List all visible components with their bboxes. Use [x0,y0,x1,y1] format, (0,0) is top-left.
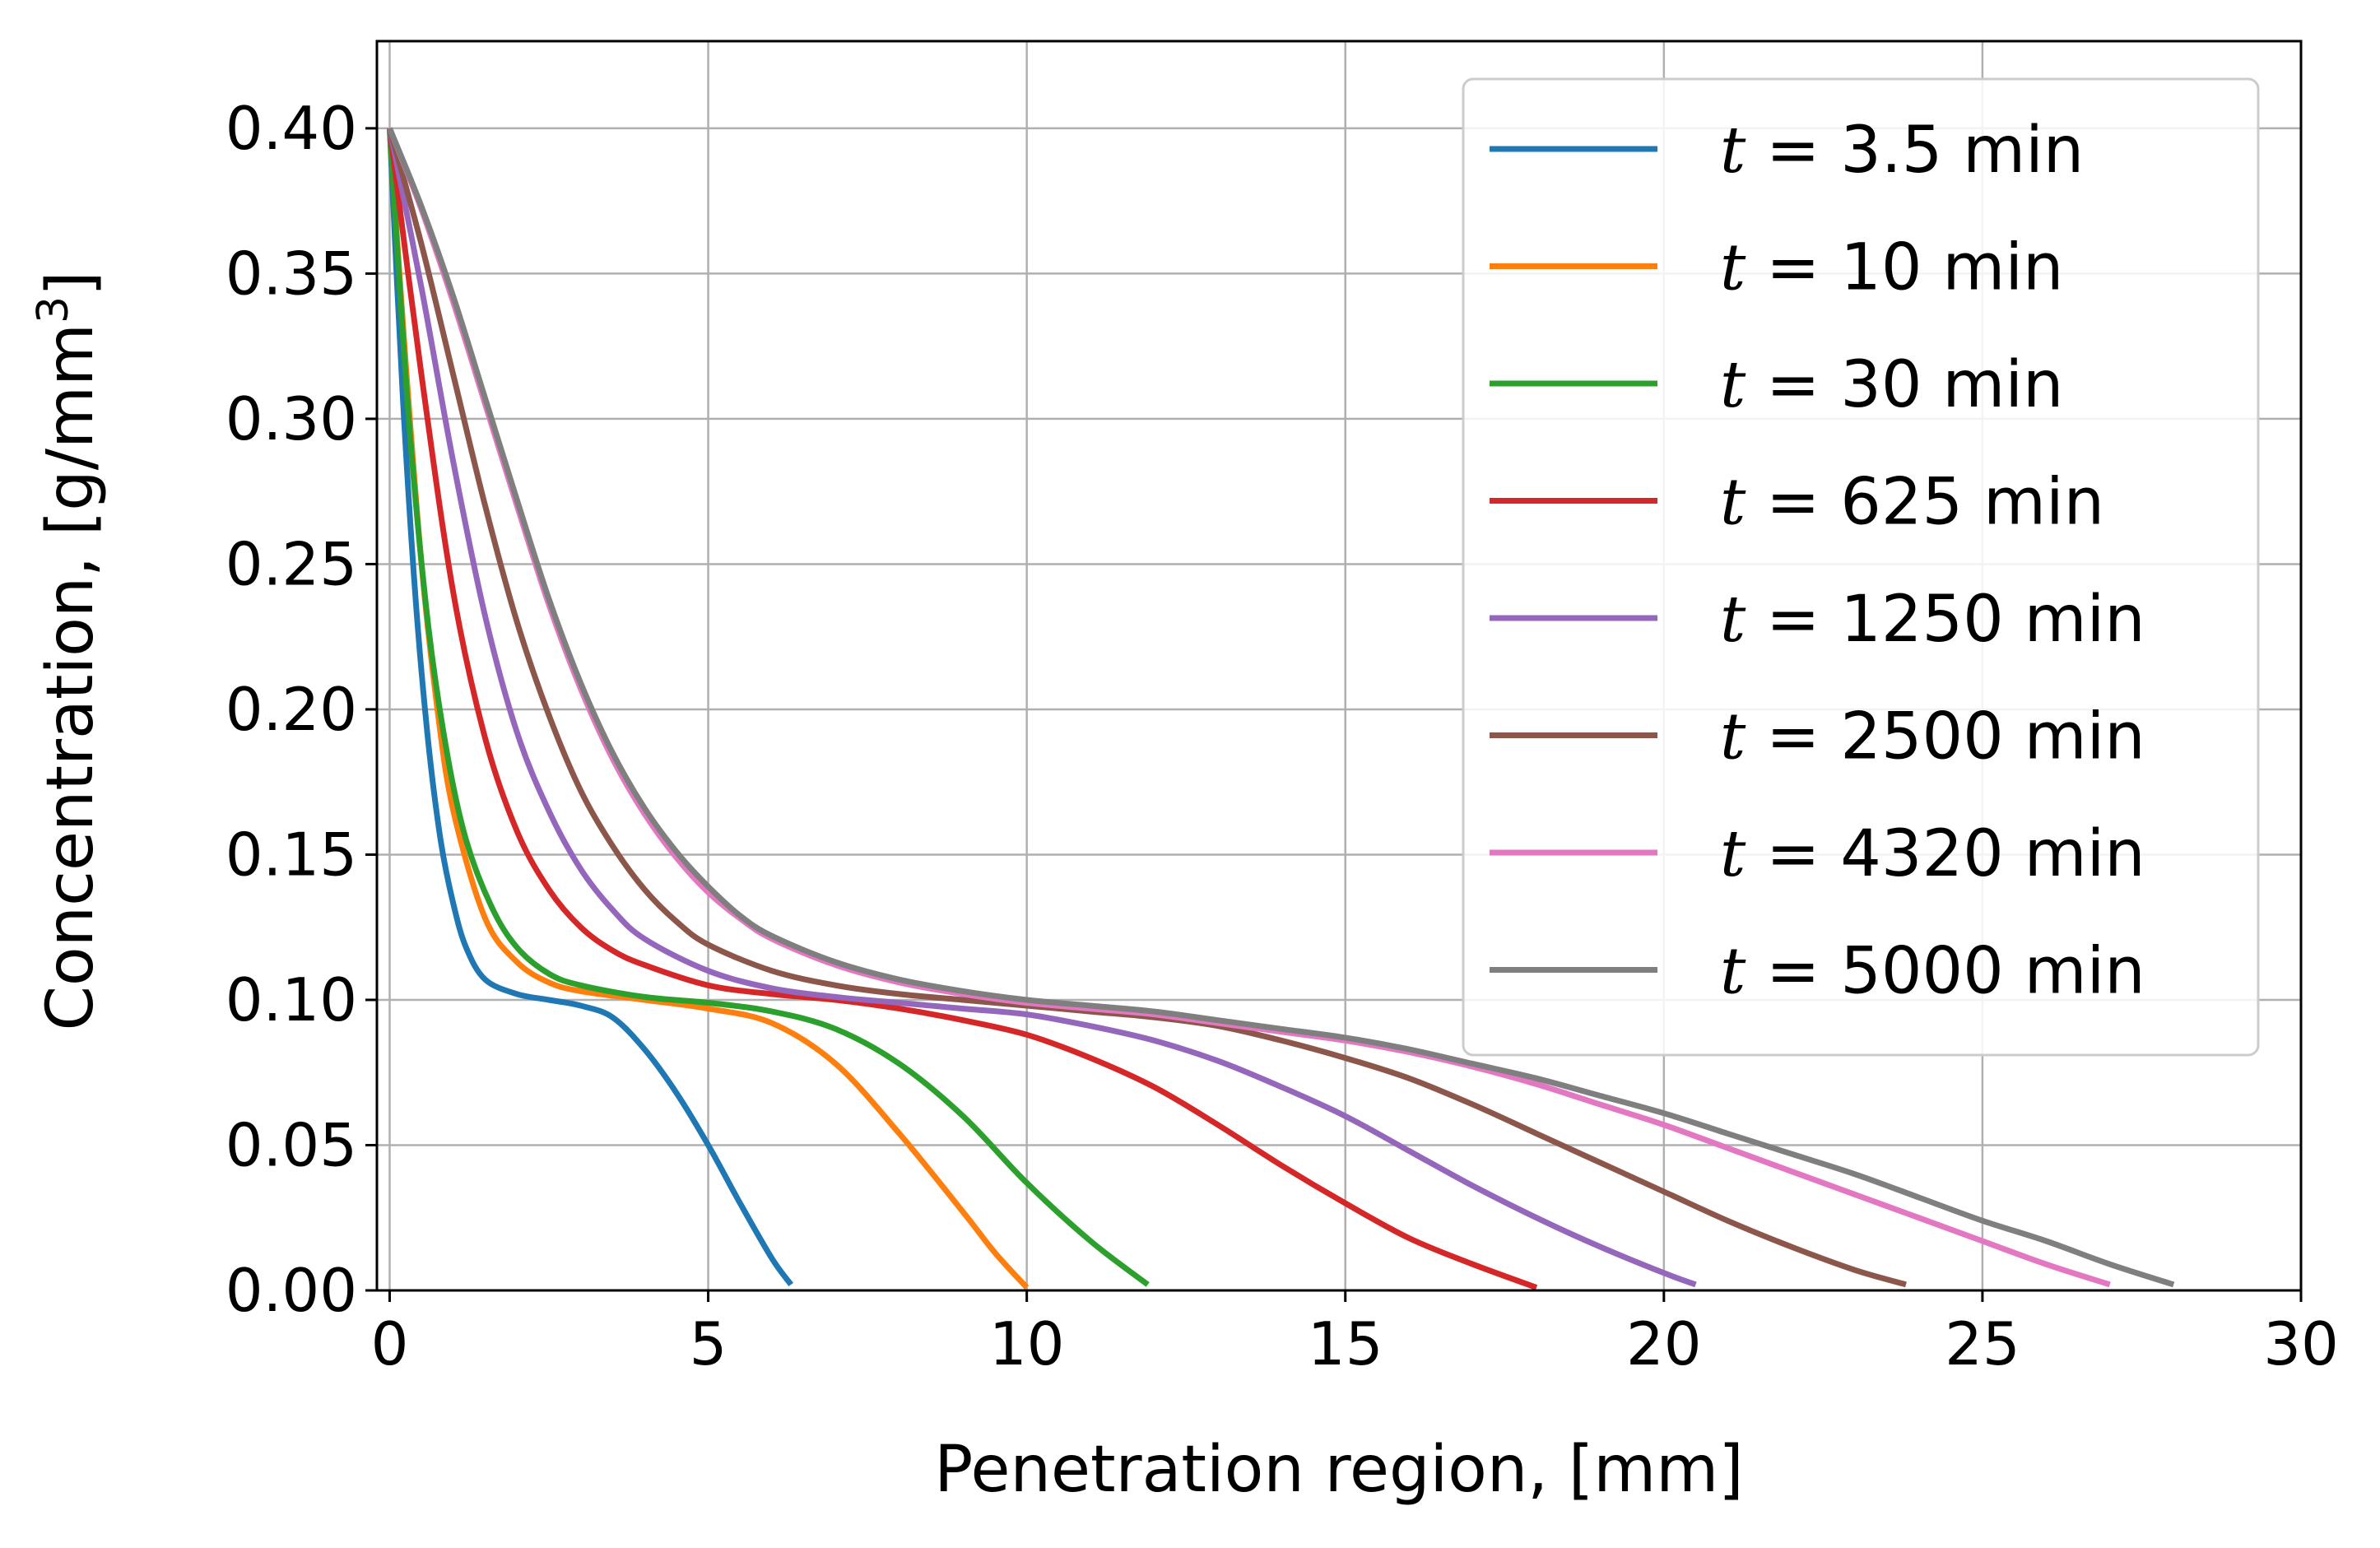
y-axis-label: Concentration, [g/mm3] [29,271,108,1030]
legend-label-6: t = 4320 min [1720,817,2145,891]
series-lines [387,127,2175,1290]
series-line-3 [387,128,1538,1290]
plot-frame [375,40,2303,1292]
legend-label-2: t = 30 min [1720,348,2063,422]
y-tick-label: 0.30 [225,384,357,453]
y-axis-label-superscript: 3 [29,296,78,323]
legend-label-1: t = 10 min [1720,231,2063,305]
legend-label-7: t = 5000 min [1720,935,2145,1009]
series-line-4 [387,128,1697,1288]
series-line-7 [387,127,2175,1288]
y-tick-label: 0.35 [225,239,357,308]
x-tick-label: 0 [371,1309,409,1378]
y-tick-label: 0.20 [225,675,357,744]
y-tick-label: 0.25 [225,529,357,598]
y-tick-label: 0.10 [225,965,357,1034]
y-tick-label: 0.15 [225,820,357,889]
series-line-2 [387,128,1150,1287]
legend-box [1462,77,2260,1057]
y-tick-label: 0.00 [225,1256,357,1325]
y-tick-label: 0.40 [225,94,357,163]
x-tick-label: 25 [1945,1309,2020,1378]
legend-label-0: t = 3.5 min [1720,114,2084,188]
series-line-0 [387,128,794,1287]
legend-label-3: t = 625 min [1720,466,2104,540]
legend-label-4: t = 1250 min [1720,583,2145,657]
series-line-5 [387,127,1907,1288]
y-axis-label-prefix: Concentration, [g/mm [34,323,108,1031]
x-tick-label: 20 [1626,1309,1702,1378]
axis-ticks: 0 5 10 15 20 25 30 0.00 0.05 0.10 0.15 0.20 0.25 0.30… [225,94,2339,1378]
x-tick-label: 15 [1308,1309,1383,1378]
x-tick-label: 10 [989,1309,1065,1378]
y-axis-label-suffix: ] [34,271,108,295]
legend-label-5: t = 2500 min [1720,700,2145,774]
legend: t = 3.5 min t = 10 min t = 30 min t = 625 m… [1462,77,2260,1057]
x-axis-label: Penetration region, [mm] [934,1433,1743,1507]
x-tick-label: 30 [2263,1309,2339,1378]
y-tick-label: 0.05 [225,1110,357,1179]
x-tick-label: 5 [690,1309,727,1378]
